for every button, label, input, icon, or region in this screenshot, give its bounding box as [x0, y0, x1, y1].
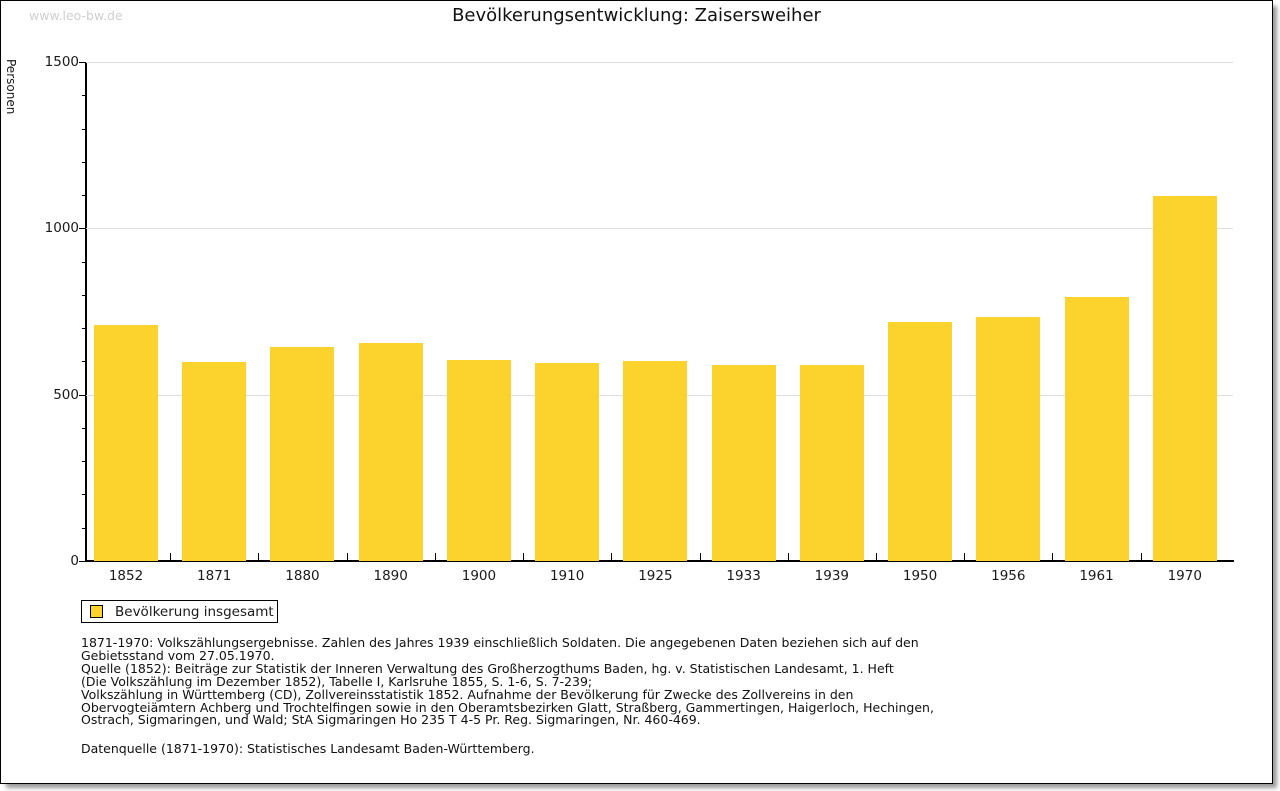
- y-minor-tick: [82, 427, 86, 429]
- y-minor-tick: [82, 461, 86, 463]
- gridline-1000: [86, 228, 1233, 230]
- y-major-tick: [79, 394, 86, 396]
- bar-1970: [1152, 196, 1217, 561]
- chart-title: Bevölkerungsentwicklung: Zaisersweiher: [452, 5, 821, 26]
- y-minor-tick: [82, 128, 86, 130]
- x-tick-label: 1871: [197, 568, 232, 584]
- y-tick-label: 1500: [44, 54, 79, 70]
- y-minor-tick: [82, 95, 86, 97]
- source-line: Obervogteiämtern Achberg und Trochtelfin…: [81, 699, 934, 715]
- bar-1852: [94, 325, 158, 561]
- x-tick-label: 1939: [814, 568, 850, 584]
- category-boundary-tick: [787, 553, 789, 561]
- category-boundary-tick: [611, 553, 613, 561]
- bar-1933: [711, 364, 776, 561]
- category-boundary-tick: [964, 553, 966, 561]
- bar-1910: [535, 362, 600, 561]
- category-boundary-tick: [434, 553, 436, 561]
- y-major-tick: [79, 62, 86, 63]
- datasource-note: Datenquelle (1871-1970): Statistisches L…: [81, 741, 535, 756]
- bar-1961: [1064, 296, 1129, 561]
- site-watermark: www.leo-bw.de: [29, 8, 123, 23]
- bar-1956: [976, 316, 1041, 561]
- bar-1925: [623, 360, 688, 561]
- y-minor-tick: [82, 328, 86, 330]
- category-boundary-tick: [346, 553, 348, 561]
- source-line: Volkszählung in Württemberg (CD), Zollve…: [81, 686, 854, 702]
- y-major-tick: [79, 228, 86, 230]
- x-tick-label: 1950: [902, 568, 938, 584]
- y-minor-tick: [82, 195, 86, 197]
- source-line: Quelle (1852): Beiträge zur Statistik de…: [81, 660, 894, 676]
- y-minor-tick: [82, 361, 86, 363]
- category-boundary-tick: [523, 553, 525, 561]
- y-minor-tick: [82, 261, 86, 263]
- category-boundary-tick: [875, 553, 877, 561]
- x-tick-label: 1970: [1167, 568, 1202, 584]
- y-tick-label: 0: [70, 553, 79, 569]
- bar-1871: [182, 362, 247, 561]
- category-boundary-tick: [258, 553, 260, 561]
- source-line: Ostrach, Sigmaringen, und Wald; StA Sigm…: [81, 712, 701, 728]
- y-major-tick: [79, 561, 86, 562]
- x-tick-label: 1900: [461, 568, 497, 584]
- x-tick-label: 1961: [1079, 568, 1114, 584]
- y-axis-line: [85, 62, 87, 562]
- x-axis-line: [85, 560, 1234, 562]
- x-tick-label: 1880: [285, 568, 320, 584]
- x-tick-label: 1925: [638, 568, 673, 584]
- y-tick-label: 500: [53, 386, 79, 403]
- y-minor-tick: [82, 494, 86, 496]
- legend-color-swatch: [90, 605, 103, 618]
- y-tick-label: 1000: [44, 220, 79, 237]
- gridline-1500: [86, 62, 1233, 63]
- source-line: Gebietsstand vom 27.05.1970.: [81, 647, 275, 663]
- x-tick-label: 1933: [726, 568, 761, 584]
- x-tick-label: 1890: [373, 568, 408, 584]
- x-tick-label: 1956: [991, 568, 1026, 584]
- legend-label: Bevölkerung insgesamt: [115, 603, 274, 620]
- bar-1939: [799, 365, 864, 561]
- category-boundary-tick: [699, 553, 701, 561]
- category-boundary-tick: [1052, 553, 1054, 561]
- bar-1880: [270, 347, 335, 561]
- x-tick-label: 1852: [108, 568, 144, 584]
- bar-1950: [888, 322, 953, 561]
- source-notes: 1871-1970: Volkszählungsergebnisse. Zahl…: [81, 635, 934, 728]
- source-line: (Die Volkszählung im Dezember 1852), Tab…: [81, 673, 593, 689]
- y-minor-tick: [82, 527, 86, 529]
- legend: Bevölkerung insgesamt: [81, 600, 278, 623]
- bar-1890: [358, 343, 423, 561]
- category-boundary-tick: [170, 553, 172, 561]
- bar-1900: [446, 359, 511, 561]
- category-boundary-tick: [1140, 553, 1142, 561]
- y-minor-tick: [82, 294, 86, 296]
- y-minor-tick: [82, 161, 86, 163]
- x-tick-label: 1910: [549, 568, 585, 584]
- source-line: 1871-1970: Volkszählungsergebnisse. Zahl…: [81, 635, 919, 650]
